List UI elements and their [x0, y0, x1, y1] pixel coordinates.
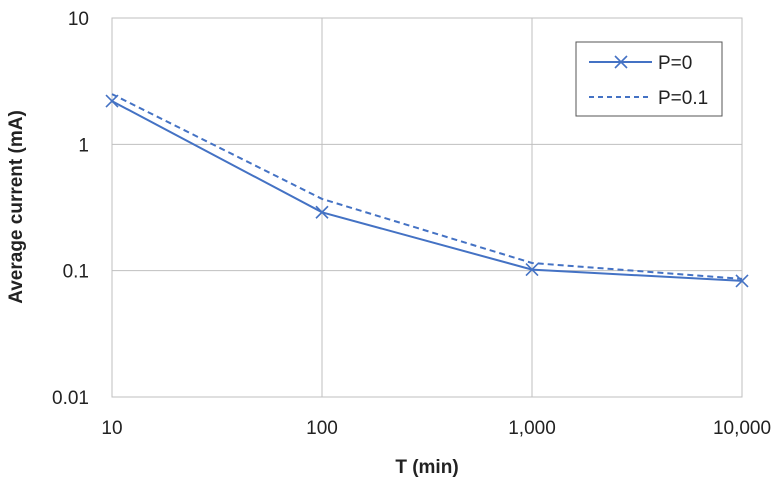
y-tick-labels: 10 1 0.1 0.01: [52, 9, 89, 409]
series-line-p0: [111, 100, 743, 282]
x-tick-label: 10,000: [713, 418, 771, 439]
y-tick-label: 10: [68, 9, 89, 30]
y-tick-label: 0.01: [52, 388, 89, 409]
legend-marker-x: [614, 55, 628, 69]
series-group: [105, 93, 749, 288]
x-tick-label: 1,000: [508, 418, 556, 439]
data-point-marker: [525, 263, 539, 277]
y-axis-title: Average current (mA): [6, 110, 27, 304]
legend: P=0 P=0.1: [575, 41, 723, 117]
x-tick-labels: 10 100 1,000 10,000: [101, 418, 771, 439]
series-line-p01: [111, 93, 743, 280]
data-point-marker: [315, 205, 329, 219]
x-axis-title: T (min): [395, 457, 458, 478]
y-tick-label: 1: [78, 135, 89, 156]
x-tick-label: 10: [101, 418, 122, 439]
x-tick-label: 100: [306, 418, 338, 439]
plot-area-border: [111, 17, 743, 398]
legend-label-p0: P=0: [658, 53, 692, 74]
data-point-marker: [735, 274, 749, 288]
legend-box: [575, 41, 723, 117]
y-tick-label: 0.1: [63, 262, 89, 283]
legend-label-p01: P=0.1: [658, 88, 708, 109]
